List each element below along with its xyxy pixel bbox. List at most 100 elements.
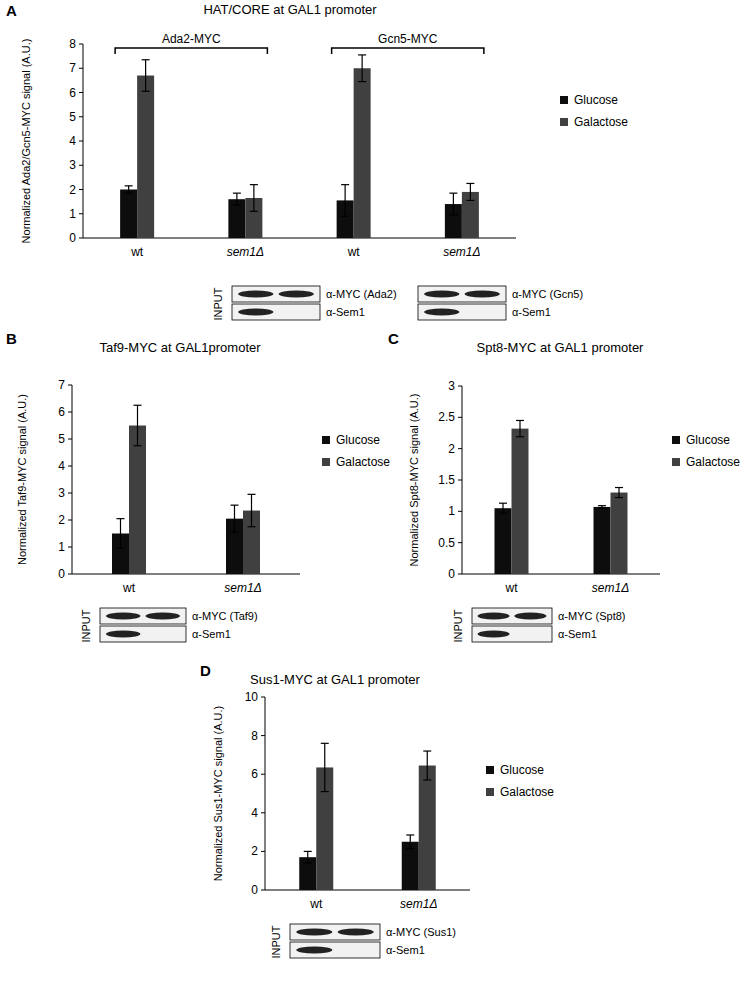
error-bar bbox=[358, 55, 366, 82]
blot-band bbox=[106, 631, 140, 638]
blot-band bbox=[238, 309, 273, 316]
blot-label: α-Sem1 bbox=[192, 628, 231, 640]
x-tick-label: sem1Δ bbox=[400, 897, 437, 911]
error-bar bbox=[499, 503, 507, 513]
error-cap bbox=[321, 791, 329, 792]
y-tick-label: 6 bbox=[251, 767, 258, 781]
error-cap bbox=[117, 518, 125, 519]
error-cap bbox=[598, 505, 606, 506]
error-stem bbox=[307, 851, 308, 863]
blot-input-label: INPUT bbox=[270, 925, 282, 958]
error-stem bbox=[236, 193, 237, 205]
legend-swatch bbox=[672, 458, 680, 466]
x-tick-label: sem1Δ bbox=[443, 245, 480, 259]
error-stem bbox=[362, 55, 363, 82]
panel-2: CSpt8-MYC at GAL1 promoter00.511.522.53N… bbox=[388, 330, 740, 643]
group-label: Gcn5-MYC bbox=[378, 32, 438, 46]
error-cap bbox=[499, 503, 507, 504]
blot-band bbox=[478, 613, 510, 620]
blot-strip bbox=[290, 924, 380, 940]
error-bar bbox=[341, 185, 349, 217]
blot-strip bbox=[232, 286, 320, 302]
error-bar bbox=[142, 60, 150, 92]
x-tick-label: wt bbox=[122, 581, 136, 595]
y-tick-label: 5 bbox=[58, 432, 65, 446]
group-bracket bbox=[332, 48, 484, 54]
blot-band bbox=[514, 613, 546, 620]
bars bbox=[112, 405, 260, 574]
error-bar bbox=[248, 494, 256, 526]
blot-band bbox=[338, 929, 374, 936]
x-axis bbox=[265, 890, 470, 891]
blot-band bbox=[465, 291, 500, 298]
bar bbox=[594, 507, 611, 574]
bars bbox=[299, 743, 436, 890]
error-cap bbox=[134, 445, 142, 446]
y-tick-label: 10 bbox=[245, 690, 259, 704]
blot-band bbox=[106, 613, 140, 620]
error-bar bbox=[598, 506, 606, 509]
legend-label: Glucose bbox=[574, 93, 618, 107]
y-tick bbox=[458, 511, 462, 512]
blot-label: α-MYC (Spt8) bbox=[558, 610, 625, 622]
panel-1: BTaf9-MYC at GAL1promoter01234567Normali… bbox=[6, 330, 390, 643]
error-stem bbox=[324, 743, 325, 791]
bars bbox=[495, 420, 628, 574]
y-tick-label: 4 bbox=[69, 134, 76, 148]
error-cap bbox=[598, 508, 606, 509]
y-tick-label: 1 bbox=[58, 540, 65, 554]
blot-label: α-MYC (Gcn5) bbox=[512, 288, 583, 300]
error-bar bbox=[231, 505, 239, 532]
y-tick bbox=[68, 547, 72, 548]
blot-label: α-Sem1 bbox=[386, 944, 425, 956]
blot-input-label: INPUT bbox=[80, 609, 92, 642]
blot-band bbox=[296, 929, 332, 936]
blot-strip bbox=[100, 626, 186, 642]
y-tick-label: 2 bbox=[448, 442, 455, 456]
error-stem bbox=[120, 519, 121, 549]
bars bbox=[120, 55, 479, 238]
y-tick bbox=[261, 774, 265, 775]
error-stem bbox=[234, 505, 235, 532]
x-tick-label: wt bbox=[309, 897, 323, 911]
y-tick bbox=[68, 574, 72, 575]
y-tick-label: 0 bbox=[448, 567, 455, 581]
y-tick bbox=[458, 574, 462, 575]
error-bar bbox=[321, 743, 329, 791]
error-cap bbox=[423, 750, 431, 751]
error-bar bbox=[250, 185, 258, 212]
y-tick-label: 2.5 bbox=[438, 410, 455, 424]
y-tick bbox=[68, 520, 72, 521]
panel-0: AHAT/CORE at GAL1 promoter012345678Norma… bbox=[6, 2, 628, 321]
error-bar bbox=[406, 835, 414, 849]
error-cap bbox=[142, 59, 150, 60]
error-bar bbox=[304, 851, 312, 863]
y-tick bbox=[79, 213, 83, 214]
error-stem bbox=[502, 503, 503, 513]
y-tick-label: 8 bbox=[69, 37, 76, 51]
error-cap bbox=[117, 548, 125, 549]
y-tick bbox=[261, 735, 265, 736]
legend-label: Galactose bbox=[500, 785, 554, 799]
y-tick bbox=[261, 890, 265, 891]
legend-swatch bbox=[560, 96, 568, 104]
y-tick-label: 6 bbox=[58, 405, 65, 419]
blot-label: α-MYC (Taf9) bbox=[192, 610, 258, 622]
legend-label: Glucose bbox=[500, 763, 544, 777]
error-stem bbox=[128, 186, 129, 193]
error-bar bbox=[423, 751, 431, 780]
blot-strip bbox=[100, 608, 186, 624]
legend-swatch bbox=[672, 436, 680, 444]
y-tick bbox=[79, 189, 83, 190]
error-cap bbox=[499, 513, 507, 514]
y-tick bbox=[68, 412, 72, 413]
y-tick bbox=[79, 141, 83, 142]
y-tick bbox=[79, 44, 83, 45]
y-tick-label: 4 bbox=[251, 806, 258, 820]
error-stem bbox=[427, 751, 428, 780]
y-tick-label: 5 bbox=[69, 110, 76, 124]
x-tick-label: sem1Δ bbox=[592, 581, 629, 595]
bar bbox=[228, 199, 245, 238]
panel-title: Spt8-MYC at GAL1 promoter bbox=[477, 340, 645, 355]
y-axis-label: Normalized Taf9-MYC signal (A.U.) bbox=[16, 394, 28, 565]
